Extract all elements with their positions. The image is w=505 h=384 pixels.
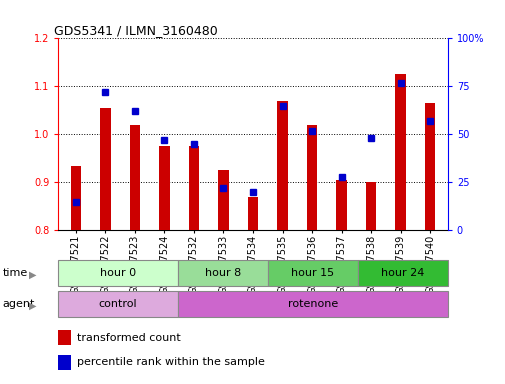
Text: ▶: ▶ bbox=[29, 270, 37, 280]
Text: hour 24: hour 24 bbox=[380, 268, 424, 278]
Bar bbox=[394, 74, 405, 230]
Bar bbox=[424, 103, 434, 230]
Bar bbox=[129, 125, 140, 230]
Bar bbox=[58, 330, 71, 345]
Bar bbox=[58, 291, 178, 317]
Text: hour 8: hour 8 bbox=[205, 268, 241, 278]
Bar bbox=[277, 101, 287, 230]
Bar bbox=[178, 260, 268, 286]
Bar bbox=[218, 170, 228, 230]
Bar bbox=[336, 180, 346, 230]
Bar bbox=[71, 166, 81, 230]
Text: rotenone: rotenone bbox=[287, 299, 337, 309]
Bar bbox=[306, 125, 317, 230]
Bar bbox=[365, 182, 376, 230]
Bar bbox=[178, 291, 447, 317]
Text: agent: agent bbox=[3, 299, 35, 309]
Bar bbox=[357, 260, 447, 286]
Bar bbox=[188, 146, 199, 230]
Text: hour 0: hour 0 bbox=[100, 268, 136, 278]
Bar bbox=[247, 197, 258, 230]
Text: ▶: ▶ bbox=[29, 301, 37, 311]
Text: control: control bbox=[98, 299, 137, 309]
Text: percentile rank within the sample: percentile rank within the sample bbox=[77, 358, 265, 367]
Text: time: time bbox=[3, 268, 28, 278]
Bar bbox=[268, 260, 357, 286]
Bar bbox=[58, 260, 178, 286]
Text: hour 15: hour 15 bbox=[291, 268, 334, 278]
Bar bbox=[159, 146, 169, 230]
Text: GDS5341 / ILMN_3160480: GDS5341 / ILMN_3160480 bbox=[54, 24, 218, 37]
Bar bbox=[58, 355, 71, 370]
Bar bbox=[100, 108, 111, 230]
Text: transformed count: transformed count bbox=[77, 333, 181, 343]
